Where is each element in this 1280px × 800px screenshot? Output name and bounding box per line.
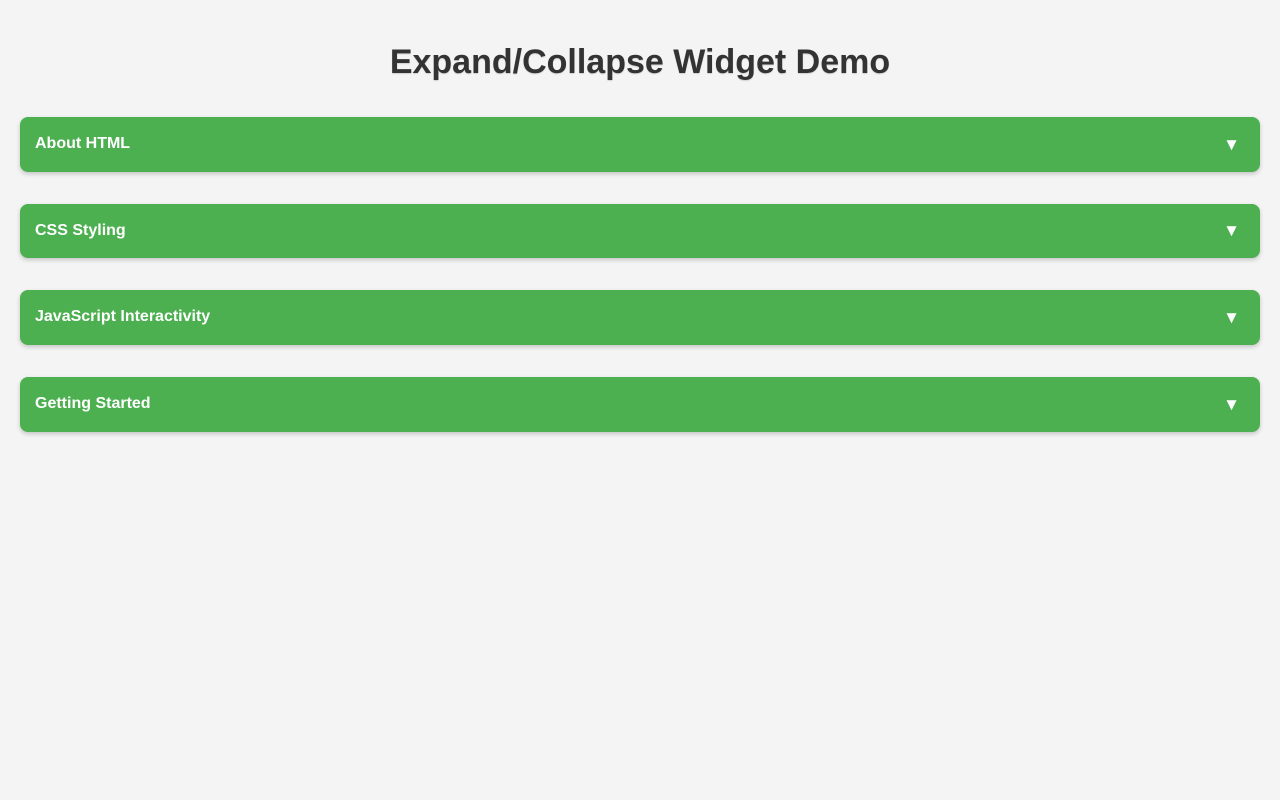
- accordion-header-label: Getting Started: [35, 395, 151, 413]
- caret-down-icon: ▼: [1223, 308, 1240, 328]
- accordion-header-label: JavaScript Interactivity: [35, 308, 211, 326]
- caret-down-icon: ▼: [1223, 134, 1240, 154]
- accordion-widget: About HTML ▼ CSS Styling ▼ JavaScript In…: [20, 116, 1260, 432]
- accordion-header-label: CSS Styling: [35, 221, 126, 239]
- caret-down-icon: ▼: [1223, 221, 1240, 241]
- caret-down-icon: ▼: [1223, 395, 1240, 415]
- accordion-header-about-html[interactable]: About HTML ▼: [20, 116, 1260, 172]
- accordion-section-javascript-interactivity: JavaScript Interactivity ▼: [20, 290, 1260, 346]
- accordion-header-css-styling[interactable]: CSS Styling ▼: [20, 203, 1260, 259]
- page-title: Expand/Collapse Widget Demo: [389, 43, 891, 81]
- accordion-section-about-html: About HTML ▼: [20, 116, 1260, 172]
- accordion-header-getting-started[interactable]: Getting Started ▼: [20, 377, 1260, 432]
- accordion-header-label: About HTML: [35, 134, 131, 152]
- accordion-section-css-styling: CSS Styling ▼: [20, 203, 1260, 259]
- accordion-header-javascript-interactivity[interactable]: JavaScript Interactivity ▼: [20, 290, 1260, 346]
- accordion-section-getting-started: Getting Started ▼: [20, 377, 1260, 432]
